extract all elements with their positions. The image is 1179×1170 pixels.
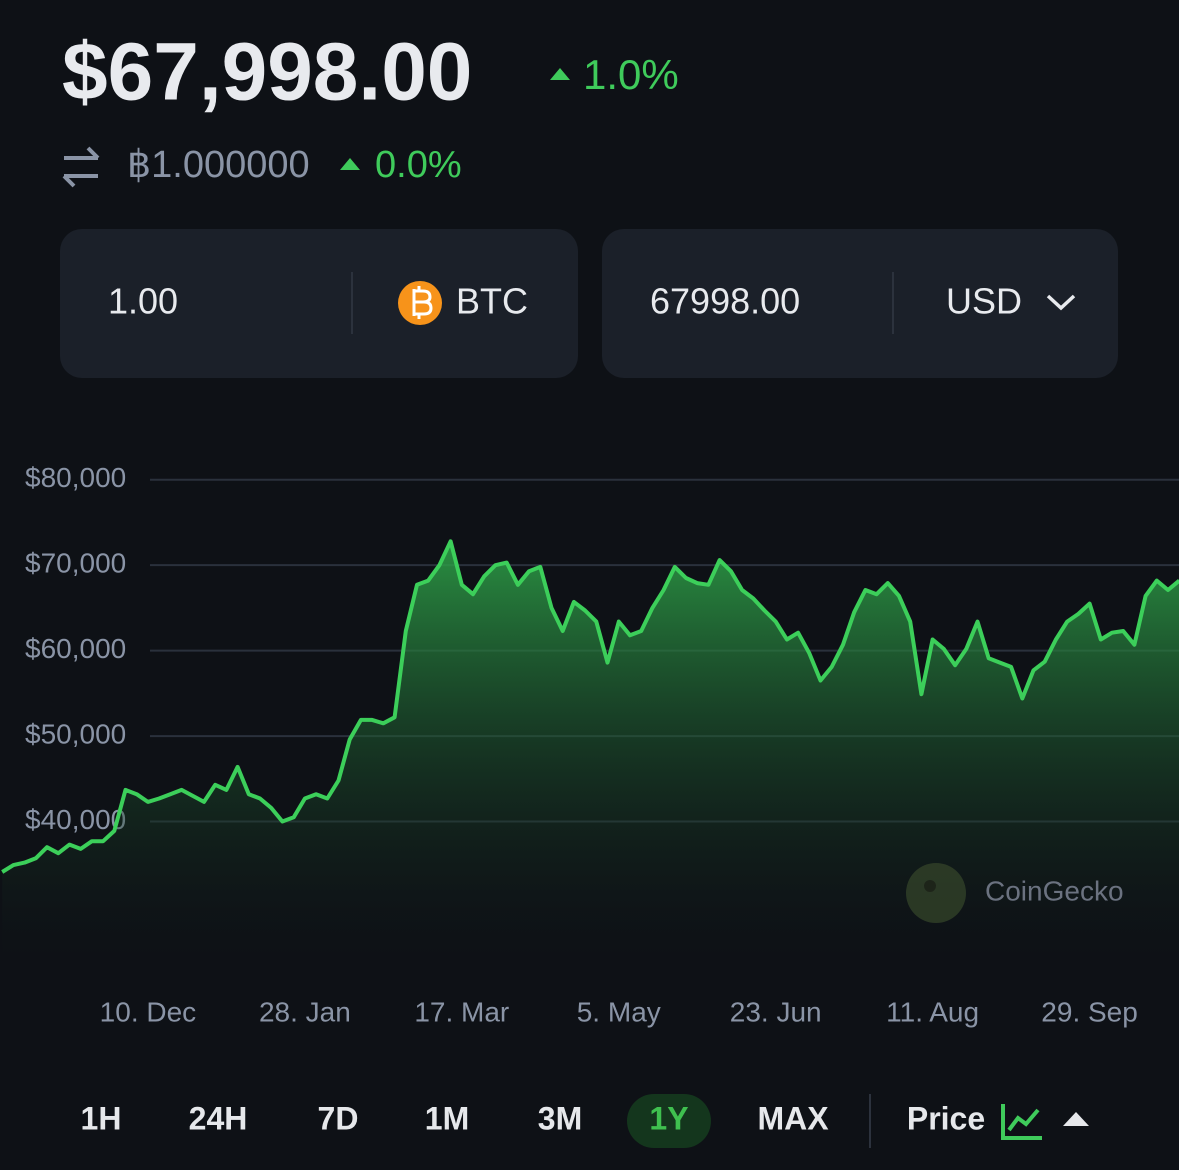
from-currency: BTC [456,281,528,322]
to-amount: 67998.00 [650,281,800,322]
range-button[interactable]: 1Y [649,1100,688,1136]
chevron[interactable] [1046,294,1076,311]
x-tick-label: 17. Mar [414,996,509,1027]
x-tick-label: 10. Dec [100,996,197,1027]
x-tick-label: 11. Aug [886,996,979,1027]
range-button[interactable]: 1H [81,1100,122,1136]
y-tick-label: $40,000 [25,804,126,835]
metric[interactable]: Price [907,1100,985,1136]
watermark: CoinGecko [985,875,1124,906]
range-button[interactable]: 24H [189,1100,248,1136]
chart: $40,000 $50,000 $60,000 $70,000 $80,000 10. D… [1,462,1179,1027]
up-arrow [550,68,570,80]
up-arrow [340,158,360,170]
logo [906,863,966,923]
to-currency[interactable]: USD [946,281,1022,322]
btc-price: ฿1.000000 [127,144,310,186]
btc-glyph [412,286,433,319]
y-tick-label: $80,000 [25,462,126,493]
range-button[interactable]: 3M [538,1100,582,1136]
range-button[interactable]: 7D [318,1100,359,1136]
to-input[interactable] [602,229,1118,378]
price: $67,998.00 [62,27,472,118]
range-button[interactable]: MAX [757,1100,829,1136]
up-arrow[interactable] [1063,1112,1089,1126]
x-tick-label: 23. Jun [730,996,822,1027]
x-tick-label: 28. Jan [259,996,351,1027]
swap-icon [62,146,100,188]
from-amount: 1.00 [108,281,178,322]
y-tick-label: $70,000 [25,548,126,579]
y-tick-label: $60,000 [25,633,126,664]
range-button[interactable]: 1M [425,1100,469,1136]
from-input[interactable] [60,229,578,378]
x-tick-label: 29. Sep [1041,996,1138,1027]
range-bar: 1H 24H 7D 1M 3M 1Y MAX [81,1094,829,1148]
x-tick-label: 5. May [577,996,661,1027]
y-tick-label: $50,000 [25,718,126,749]
btc-change: 0.0% [375,144,462,186]
range-selected[interactable] [627,1094,711,1148]
price-change: 1.0% [583,51,679,98]
chart-icon[interactable] [1001,1104,1042,1140]
area-fill [2,541,1179,960]
logo-eye [924,880,936,892]
price-line [1,539,1179,874]
